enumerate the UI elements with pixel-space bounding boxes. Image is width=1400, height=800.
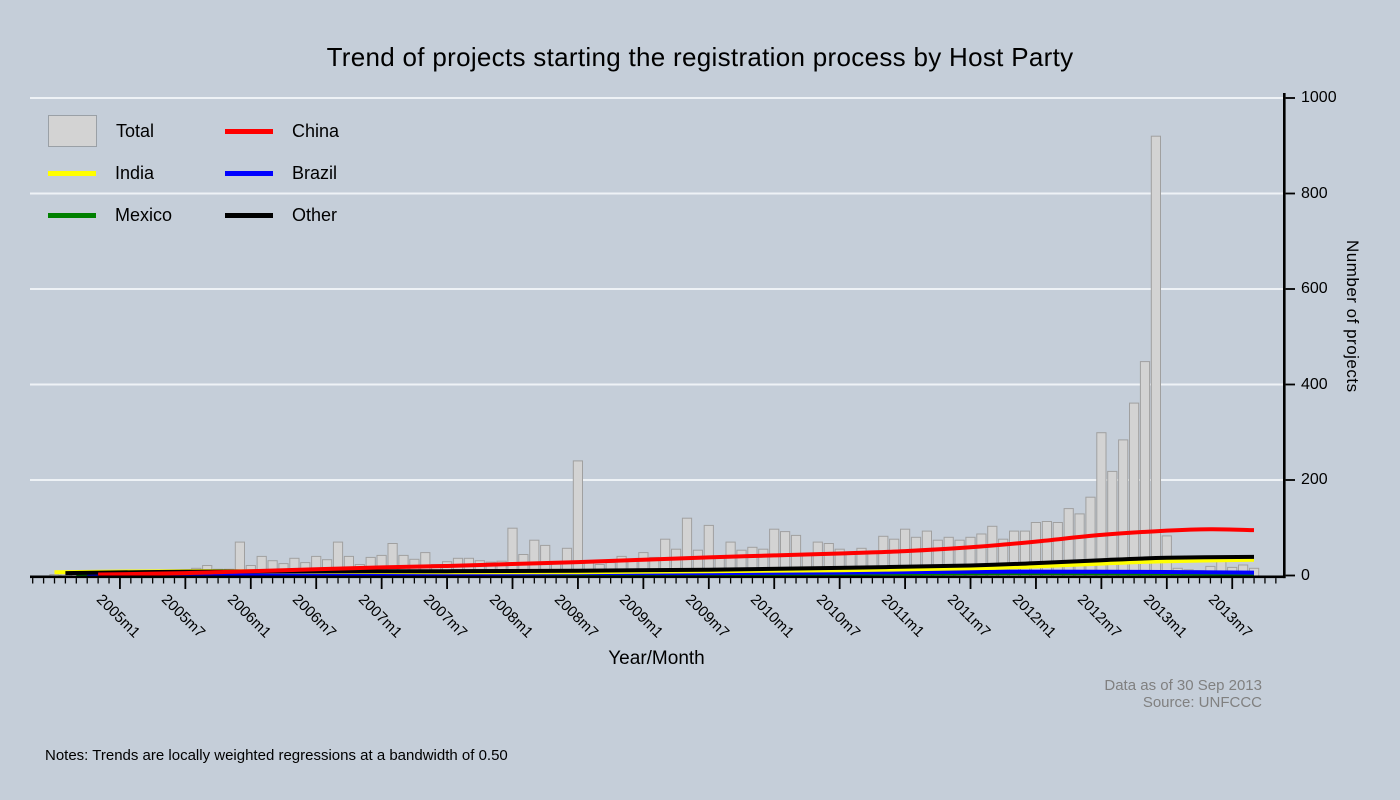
total-bar (1074, 513, 1085, 578)
legend-item-total: Total (48, 115, 154, 147)
total-bar (1139, 361, 1151, 577)
y-tick-label: 1000 (1301, 89, 1337, 106)
data-as-of-text: Data as of 30 Sep 2013 (1104, 677, 1262, 694)
legend-item-china: China (225, 115, 339, 147)
legend-label: Brazil (292, 162, 338, 183)
legend-item-other: Other (225, 199, 337, 231)
chart-title: Trend of projects starting the registrat… (326, 42, 1074, 72)
total-bar (1096, 432, 1107, 578)
total-swatch (48, 115, 97, 147)
total-bar (1118, 439, 1129, 577)
india-line-swatch (48, 170, 96, 176)
y-tick-label: 800 (1301, 185, 1328, 202)
total-bar (1041, 521, 1053, 577)
total-bar (1129, 402, 1140, 577)
y-tick-label: 400 (1301, 376, 1328, 393)
mexico-line-swatch (48, 212, 96, 218)
y-axis-title: Number of projects (1343, 240, 1362, 393)
other-line-swatch (225, 212, 273, 218)
y-axis-line (1283, 93, 1286, 579)
trend-line-china (98, 527, 1255, 577)
y-tick-label: 0 (1301, 567, 1310, 584)
legend-label: Total (116, 120, 155, 141)
legend-item-india: India (48, 157, 154, 189)
legend-label: Other (292, 204, 338, 225)
legend-item-mexico: Mexico (48, 199, 172, 231)
caption-block: Data as of 30 Sep 2013 Source: UNFCCC (1104, 677, 1262, 711)
total-bar (681, 517, 693, 578)
china-line-swatch (225, 128, 273, 134)
source-text: Source: UNFCCC (1142, 694, 1262, 711)
legend-label: China (292, 120, 340, 141)
total-bar (1052, 522, 1063, 577)
x-axis-title: Year/Month (608, 648, 705, 669)
notes-text: Notes: Trends are locally weighted regre… (45, 747, 508, 764)
brazil-line-swatch (225, 170, 273, 176)
y-tick-label: 200 (1301, 471, 1328, 488)
y-tick-label: 600 (1301, 280, 1328, 297)
total-bar (572, 460, 583, 577)
legend-item-brazil: Brazil (225, 157, 337, 189)
total-bar (1150, 135, 1162, 577)
legend-label: Mexico (115, 204, 173, 225)
x-axis-line (30, 575, 1286, 579)
legend-label: India (115, 162, 155, 183)
